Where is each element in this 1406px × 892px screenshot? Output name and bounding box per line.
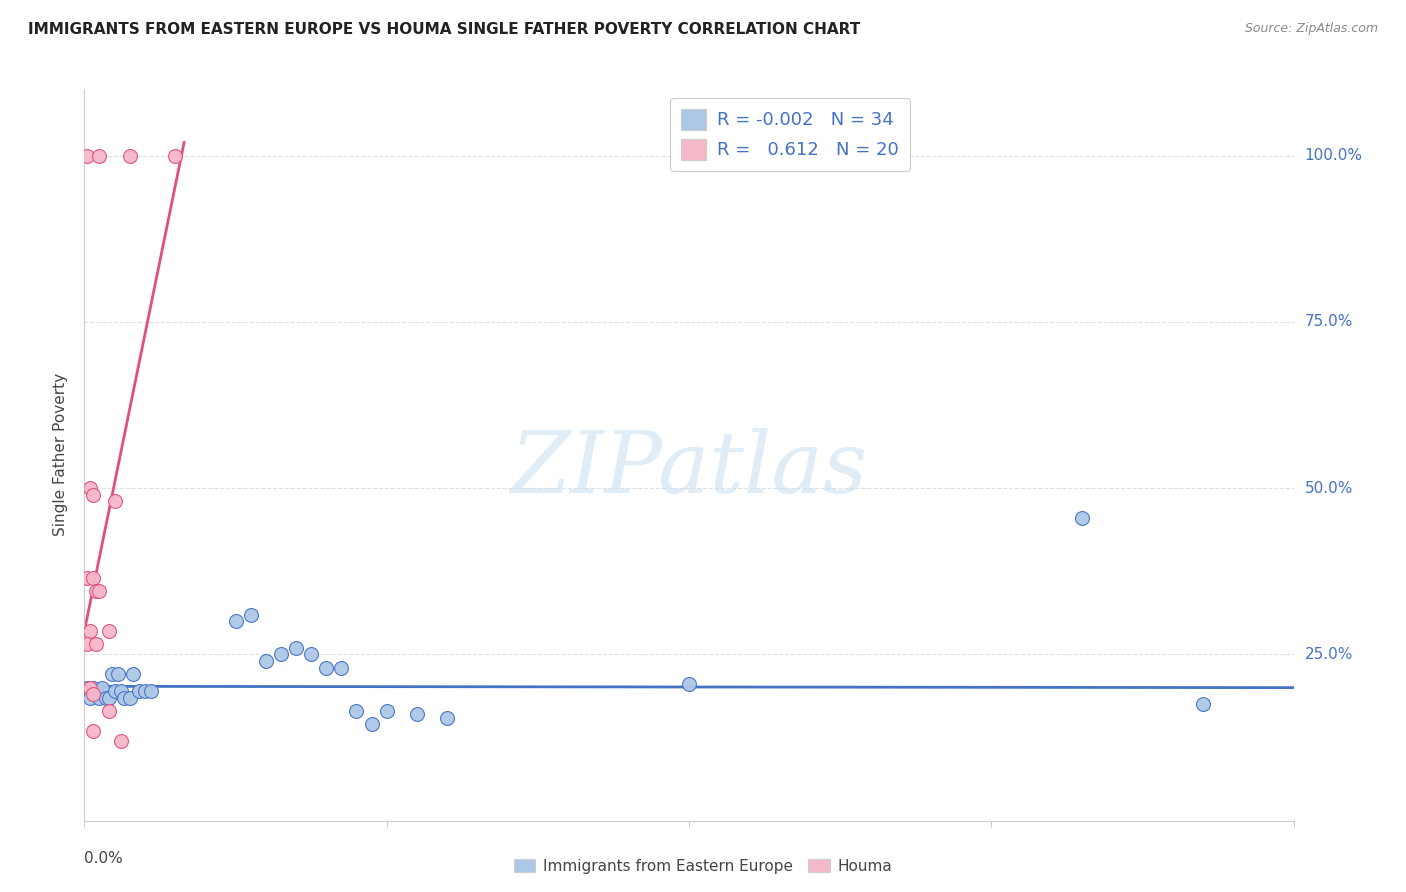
- Text: 0.0%: 0.0%: [84, 851, 124, 866]
- Point: [107, 667, 129, 681]
- Point: [97, 624, 120, 639]
- Point: [76, 681, 98, 695]
- Legend: Immigrants from Eastern Europe, Houma: Immigrants from Eastern Europe, Houma: [508, 853, 898, 880]
- Text: IMMIGRANTS FROM EASTERN EUROPE VS HOUMA SINGLE FATHER POVERTY CORRELATION CHART: IMMIGRANTS FROM EASTERN EUROPE VS HOUMA …: [28, 22, 860, 37]
- Point: [89, 690, 111, 705]
- Point: [128, 684, 150, 698]
- Point: [86, 637, 108, 651]
- Point: [79, 690, 101, 705]
- Point: [82, 681, 104, 695]
- Point: [110, 684, 132, 698]
- Point: [86, 684, 108, 698]
- Point: [436, 710, 458, 724]
- Point: [100, 667, 122, 681]
- Point: [284, 640, 308, 655]
- Point: [360, 717, 382, 731]
- Point: [118, 149, 141, 163]
- Point: [82, 488, 104, 502]
- Point: [330, 661, 353, 675]
- Point: [82, 571, 104, 585]
- Point: [110, 734, 132, 748]
- Point: [79, 624, 101, 639]
- Point: [239, 607, 262, 622]
- Point: [346, 704, 368, 718]
- Point: [76, 571, 98, 585]
- Text: 75.0%: 75.0%: [1305, 315, 1353, 329]
- Point: [82, 687, 104, 701]
- Point: [406, 707, 429, 722]
- Point: [118, 690, 141, 705]
- Point: [112, 690, 135, 705]
- Point: [94, 690, 117, 705]
- Point: [104, 684, 127, 698]
- Point: [299, 648, 322, 662]
- Point: [1191, 698, 1213, 712]
- Point: [225, 614, 247, 628]
- Point: [678, 677, 700, 691]
- Point: [134, 684, 156, 698]
- Point: [163, 149, 186, 163]
- Point: [375, 704, 398, 718]
- Point: [254, 654, 277, 668]
- Point: [79, 481, 101, 495]
- Point: [139, 684, 162, 698]
- Point: [270, 648, 292, 662]
- Text: ZIPatlas: ZIPatlas: [510, 428, 868, 511]
- Point: [1071, 511, 1094, 525]
- Point: [76, 149, 98, 163]
- Point: [82, 723, 104, 738]
- Point: [91, 681, 114, 695]
- Point: [79, 681, 101, 695]
- Point: [89, 584, 111, 599]
- Point: [97, 690, 120, 705]
- Point: [76, 637, 98, 651]
- Text: 25.0%: 25.0%: [1305, 647, 1353, 662]
- Y-axis label: Single Father Poverty: Single Father Poverty: [53, 374, 69, 536]
- Point: [315, 661, 337, 675]
- Legend: R = -0.002   N = 34, R =   0.612   N = 20: R = -0.002 N = 34, R = 0.612 N = 20: [671, 98, 910, 170]
- Text: Source: ZipAtlas.com: Source: ZipAtlas.com: [1244, 22, 1378, 36]
- Text: 100.0%: 100.0%: [1305, 148, 1362, 163]
- Point: [121, 667, 143, 681]
- Point: [104, 494, 127, 508]
- Text: 50.0%: 50.0%: [1305, 481, 1353, 496]
- Point: [89, 149, 111, 163]
- Point: [97, 704, 120, 718]
- Point: [86, 584, 108, 599]
